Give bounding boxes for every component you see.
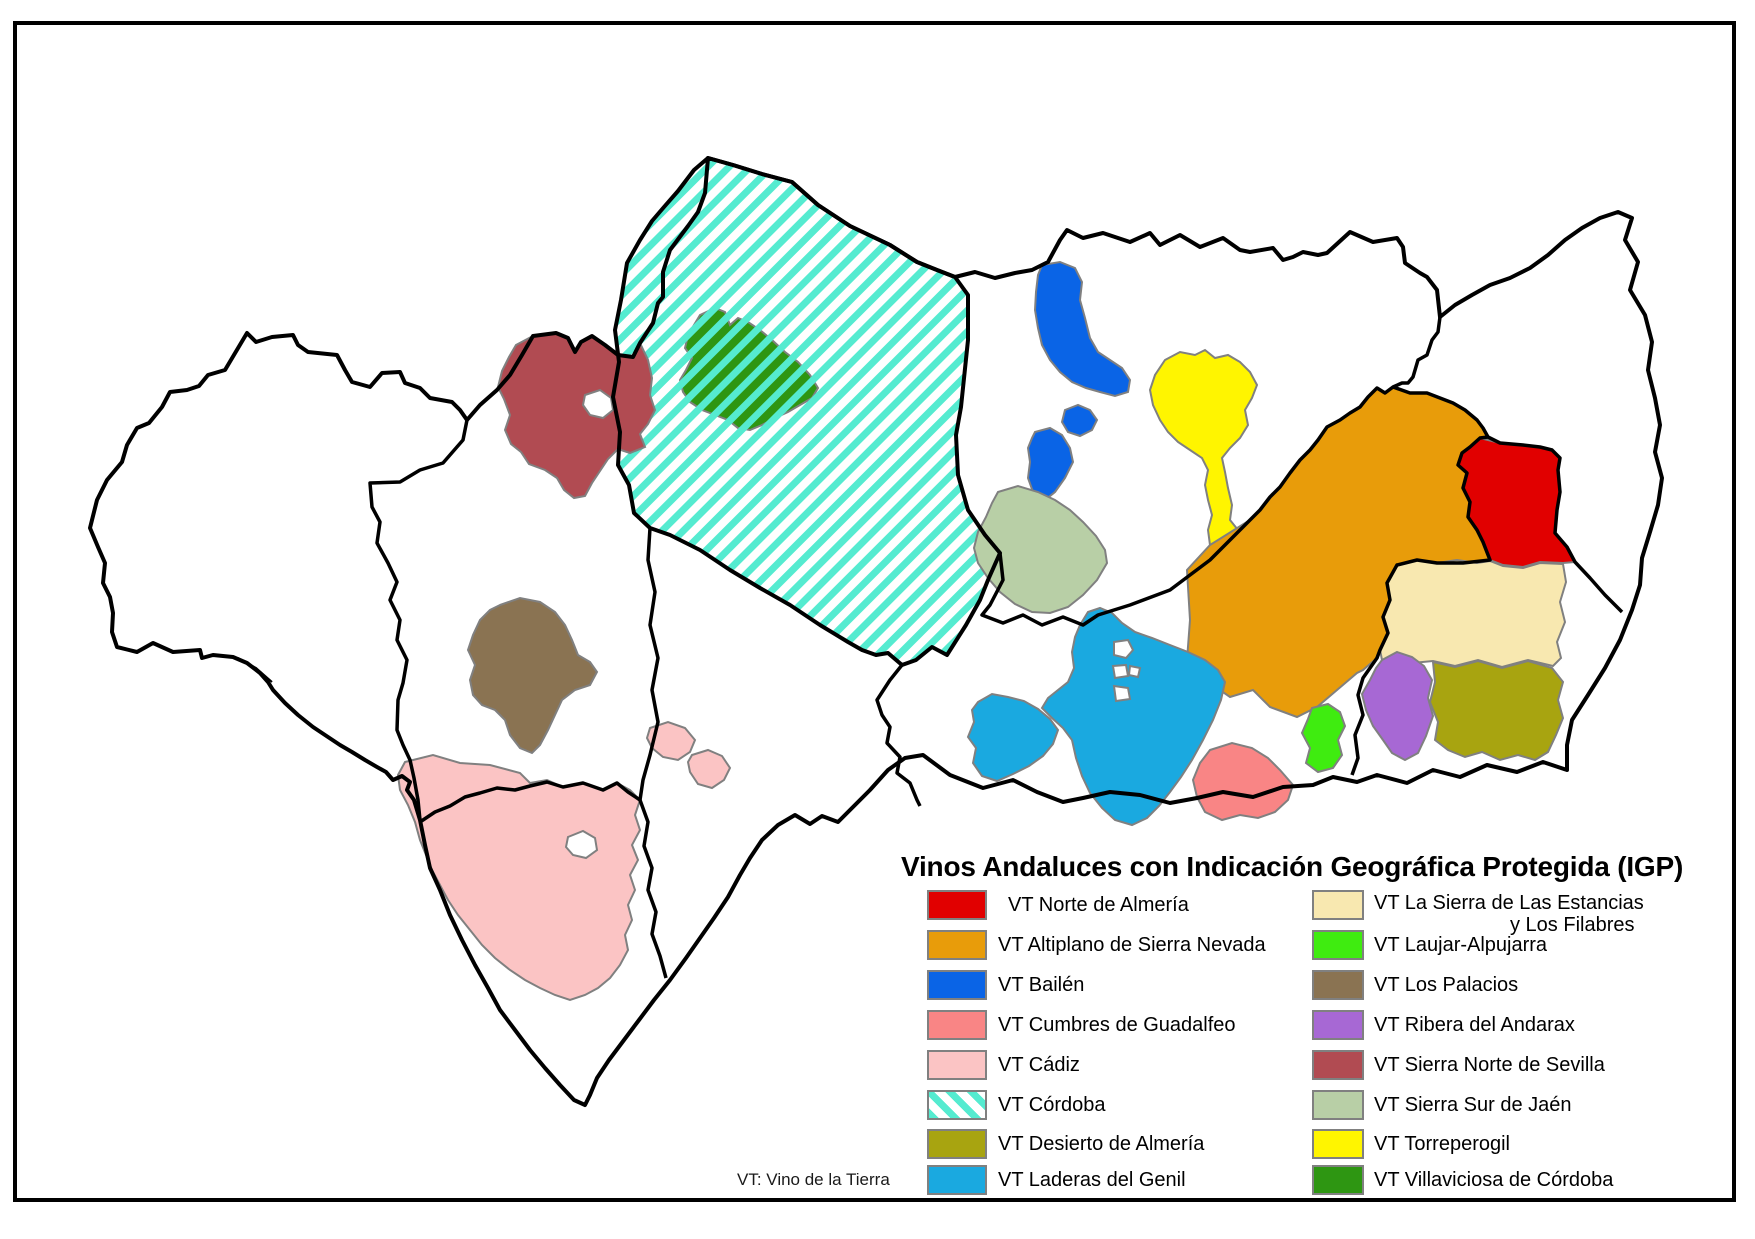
region-vt-desierto-de-almeria <box>1428 659 1565 762</box>
legend-label-line2: y Los Filabres <box>1510 914 1635 936</box>
swatch-cumbres <box>927 1010 987 1040</box>
legend-footnote: VT: Vino de la Tierra <box>737 1170 890 1189</box>
swatch-cordoba <box>927 1090 987 1120</box>
region-vt-cadiz-exclave-1 <box>645 720 697 762</box>
swatch-palacios <box>1312 970 1364 1000</box>
legend-label: VT Laujar-Alpujarra <box>1374 934 1548 956</box>
region-vt-laderas-del-genil <box>1040 606 1227 827</box>
border-cadiz-malaga <box>638 799 668 979</box>
region-vt-los-palacios <box>466 596 599 755</box>
region-vt-laujar-alpujarra <box>1300 702 1347 774</box>
region-vt-torreperogil <box>1148 348 1259 557</box>
swatch-norte-almeria <box>927 890 987 920</box>
swatch-altiplano <box>927 930 987 960</box>
region-vt-cumbres-de-guadalfeo <box>1191 741 1295 822</box>
region-vt-sierra-sur-de-jaen <box>972 484 1109 615</box>
region-vt-cadiz-exclave-2 <box>686 748 732 790</box>
border-granada-almeria-north <box>1392 385 1624 614</box>
swatch-estancias <box>1312 890 1364 920</box>
swatch-sierra-sur-jaen <box>1312 1090 1364 1120</box>
legend-label: VT Laderas del Genil <box>998 1169 1186 1191</box>
swatch-andarax <box>1312 1010 1364 1040</box>
legend-label: VT Desierto de Almería <box>998 1133 1205 1155</box>
legend-label: VT Altiplano de Sierra Nevada <box>998 934 1266 956</box>
legend-label: VT Los Palacios <box>1374 974 1519 996</box>
region-vt-bailen-main <box>1033 260 1132 398</box>
swatch-desierto <box>927 1129 987 1159</box>
legend-label: VT Bailén <box>998 974 1085 996</box>
legend-label: VT Sierra Sur de Jaén <box>1374 1094 1572 1116</box>
legend-label: VT Cádiz <box>998 1054 1080 1076</box>
swatch-villaviciosa <box>1312 1165 1364 1195</box>
swatch-laderas <box>927 1165 987 1195</box>
swatch-bailen <box>927 970 987 1000</box>
legend-label: VT Sierra Norte de Sevilla <box>1374 1054 1605 1076</box>
legend-label: VT Cumbres de Guadalfeo <box>998 1014 1236 1036</box>
figure-frame <box>13 21 1736 1202</box>
legend-label: VT Villaviciosa de Córdoba <box>1374 1169 1614 1191</box>
region-vt-bailen-south <box>1026 426 1075 502</box>
border-cordoba <box>611 156 1002 667</box>
region-vt-bailen-small <box>1060 403 1099 438</box>
legend-label: VT Torreperogil <box>1374 1133 1510 1155</box>
border-sevilla-malaga <box>638 527 660 801</box>
legend-title: Vinos Andaluces con Indicación Geográfic… <box>901 851 1684 882</box>
border-sevilla-cadiz <box>419 780 641 824</box>
swatch-laujar <box>1312 930 1364 960</box>
legend-label: VT La Sierra de Las Estancias <box>1374 892 1644 914</box>
region-vt-cordoba-hatch <box>613 158 1000 665</box>
huelva-spit <box>237 657 273 683</box>
region-vt-ribera-del-andarax <box>1360 650 1435 762</box>
region-vt-la-sierra-de-las-estancias <box>1378 558 1568 669</box>
border-granada-almeria-south <box>1350 435 1492 776</box>
swatch-torreperogil <box>1312 1129 1364 1159</box>
legend-label: VT Córdoba <box>998 1094 1106 1116</box>
border-huelva-sevilla <box>368 419 469 821</box>
legend-label: VT Ribera del Andarax <box>1374 1014 1575 1036</box>
border-malaga-granada <box>875 663 922 807</box>
region-vt-laderas-del-genil-west <box>966 692 1060 783</box>
legend-label: VT Norte de Almería <box>1008 894 1189 916</box>
swatch-sierra-norte-sevilla <box>1312 1050 1364 1080</box>
border-jaen-granada <box>980 316 1442 627</box>
outer-border <box>88 156 1664 1107</box>
swatch-cadiz <box>927 1050 987 1080</box>
